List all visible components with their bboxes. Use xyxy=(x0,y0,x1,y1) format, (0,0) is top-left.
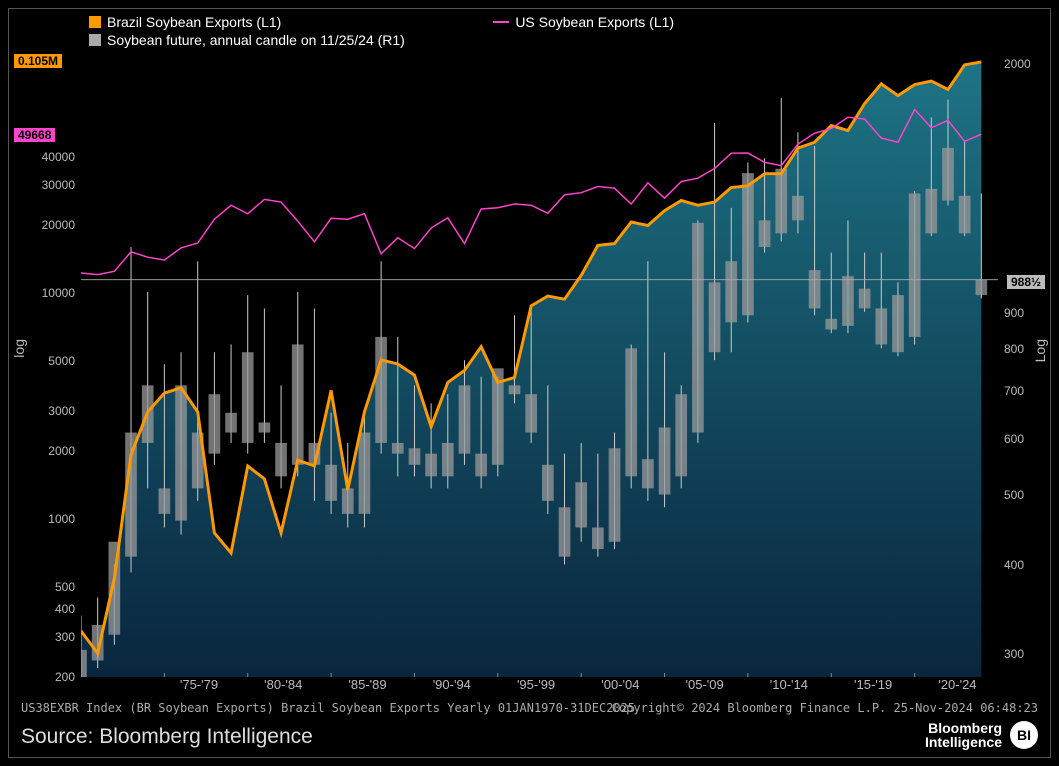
footer-copyright: Copyright© 2024 Bloomberg Finance L.P. 2… xyxy=(612,701,1038,715)
y-left-tick-label: 300 xyxy=(55,630,75,644)
legend-item: Brazil Soybean Exports (L1) US Soybean E… xyxy=(89,14,674,30)
y-left-tick-label: 400 xyxy=(55,602,75,616)
y-right-tick-label: 400 xyxy=(1004,558,1024,572)
y-right-tick-label: 600 xyxy=(1004,432,1024,446)
y-right-tick-label: 800 xyxy=(1004,342,1024,356)
y-left-tick-label: 500 xyxy=(55,580,75,594)
y-left-tick-label: 200 xyxy=(55,670,75,684)
y-left-tick-label: 3000 xyxy=(48,404,75,418)
legend-swatch-brazil xyxy=(89,16,101,28)
x-tick-label: '00-'04 xyxy=(601,677,639,692)
bloomberg-logo: BloombergIntelligence BI xyxy=(925,721,1038,749)
y-axis-right: 300 400 500 600 700 800 900 2000 xyxy=(998,49,1050,677)
footer-index-info: US38EXBR Index (BR Soybean Exports) Braz… xyxy=(21,701,635,715)
x-tick-label: '90-'94 xyxy=(433,677,471,692)
y-axis-left: 2003004005001000200030005000100002000030… xyxy=(9,49,81,677)
logo-badge: BI xyxy=(1010,721,1038,749)
x-tick-label: '10-'14 xyxy=(770,677,808,692)
x-tick-label: '05-'09 xyxy=(686,677,724,692)
footer-source: Source: Bloomberg Intelligence xyxy=(21,725,313,749)
value-badge-future: 988½ xyxy=(1007,275,1045,289)
legend-label: US Soybean Exports (L1) xyxy=(515,14,674,30)
y-right-tick-label: 900 xyxy=(1004,306,1024,320)
y-right-tick-label: 2000 xyxy=(1004,57,1031,71)
x-tick-label: '85-'89 xyxy=(348,677,386,692)
y-left-tick-label: 10000 xyxy=(42,286,75,300)
y-left-tick-label: 40000 xyxy=(42,150,75,164)
logo-text: BloombergIntelligence xyxy=(925,721,1002,749)
value-badge-us: 49668 xyxy=(14,128,55,142)
x-tick-label: '95-'99 xyxy=(517,677,555,692)
legend-swatch-futures xyxy=(89,34,101,46)
legend-item: Soybean future, annual candle on 11/25/2… xyxy=(89,32,674,48)
legend-label: Soybean future, annual candle on 11/25/2… xyxy=(107,32,405,48)
x-tick-label: '15-'19 xyxy=(854,677,892,692)
x-tick-label: '80-'84 xyxy=(264,677,302,692)
y-right-tick-label: 300 xyxy=(1004,647,1024,661)
y-left-tick-label: 5000 xyxy=(48,354,75,368)
y-left-tick-label: 1000 xyxy=(48,512,75,526)
x-tick-label: '20-'24 xyxy=(938,677,976,692)
log-label-left: log xyxy=(11,339,27,358)
x-axis: '75-'79 '80-'84 '85-'89 '90-'94 '95-'99 '00-'… xyxy=(81,677,998,697)
y-left-tick-label: 2000 xyxy=(48,444,75,458)
log-label-right: Log xyxy=(1032,339,1048,362)
y-right-tick-label: 700 xyxy=(1004,384,1024,398)
chart-svg xyxy=(81,49,998,677)
legend: Brazil Soybean Exports (L1) US Soybean E… xyxy=(89,14,674,50)
plot-area xyxy=(81,49,998,677)
x-tick-label: '75-'79 xyxy=(180,677,218,692)
y-right-tick-label: 500 xyxy=(1004,488,1024,502)
value-badge-brazil: 0.105M xyxy=(14,54,62,68)
legend-swatch-us xyxy=(493,21,509,23)
y-left-tick-label: 30000 xyxy=(42,178,75,192)
y-left-tick-label: 20000 xyxy=(42,218,75,232)
chart-container: Brazil Soybean Exports (L1) US Soybean E… xyxy=(8,8,1051,758)
legend-label: Brazil Soybean Exports (L1) xyxy=(107,14,281,30)
